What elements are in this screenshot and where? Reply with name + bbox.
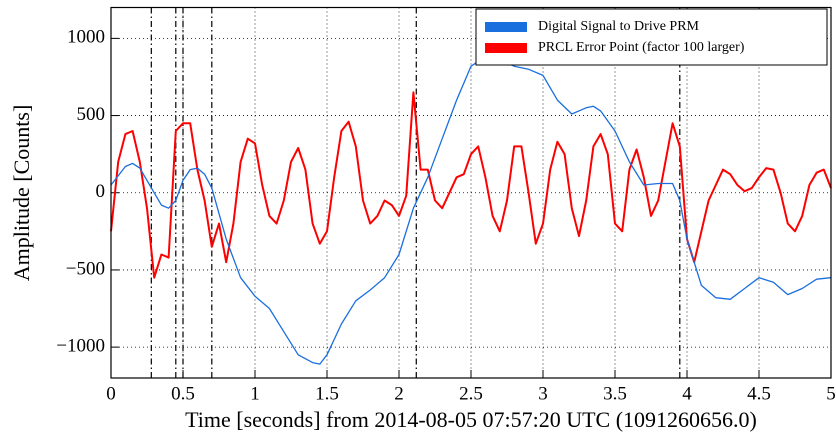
series-line [110, 56, 832, 365]
y-tick-label: 1000 [67, 27, 105, 48]
y-tick-label: −1000 [56, 335, 105, 356]
y-tick-label: 500 [77, 104, 106, 125]
x-axis-label: Time [seconds] from 2014-08-05 07:57:20 … [185, 407, 757, 432]
legend-box [475, 8, 828, 66]
legend-label: PRCL Error Point (factor 100 larger) [538, 40, 745, 55]
x-tick-label: 4.5 [747, 383, 771, 404]
x-tick-label: 1 [250, 383, 260, 404]
x-tick-label: 0 [106, 383, 116, 404]
y-tick-label: −500 [66, 258, 105, 279]
y-axis-label: Amplitude [Counts] [9, 105, 34, 282]
legend-swatch [485, 22, 527, 32]
plot-frame [110, 6, 832, 379]
x-tick-label: 2 [394, 383, 404, 404]
legend-label: Digital Signal to Drive PRM [538, 19, 700, 34]
x-tick-label: 0.5 [171, 383, 195, 404]
legend-swatch [485, 43, 527, 53]
x-tick-label: 2.5 [459, 383, 483, 404]
x-tick-label: 4 [682, 383, 692, 404]
y-tick-label: 0 [96, 181, 106, 202]
x-tick-label: 3 [538, 383, 548, 404]
x-tick-label: 3.5 [603, 383, 627, 404]
series-line [110, 91, 832, 279]
x-tick-label: 1.5 [315, 383, 339, 404]
x-tick-label: 5 [826, 383, 836, 404]
